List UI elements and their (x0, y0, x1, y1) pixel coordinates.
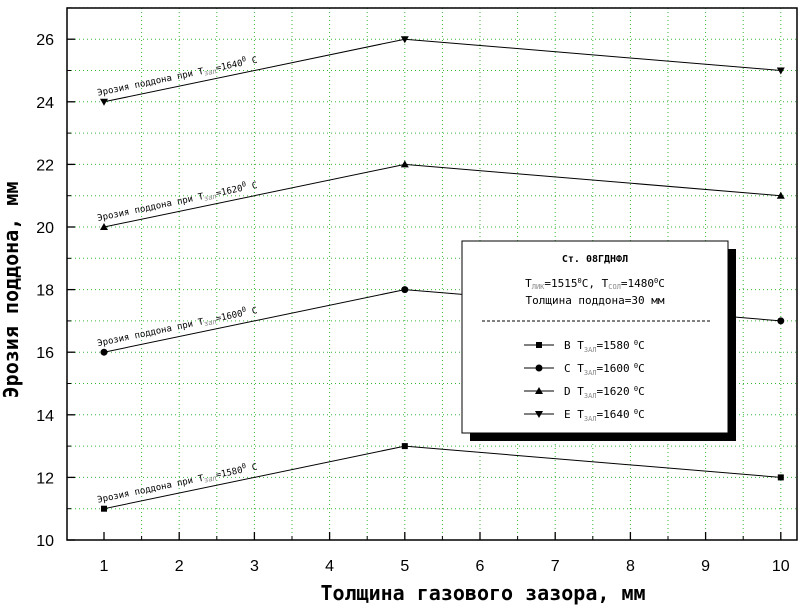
legend-label-C: C TЗАЛ=1600 0C (564, 362, 645, 377)
legend-item-C: C TЗАЛ=1600 0C (524, 362, 645, 377)
x-tick-label: 10 (772, 558, 790, 575)
y-tick-label: 22 (36, 157, 54, 174)
x-tick-label: 2 (175, 558, 184, 575)
y-tick-label: 24 (36, 95, 54, 112)
series-D (100, 160, 785, 230)
y-tick-label: 26 (36, 32, 54, 49)
legend-label-D: D TЗАЛ=1620 0C (564, 385, 645, 400)
x-tick-label: 1 (100, 558, 109, 575)
series-label-C: Эрозия поддона при Tзал=16000 C (96, 303, 259, 350)
y-tick-label: 16 (36, 345, 54, 362)
legend-item-E: E TЗАЛ=1640 0C (524, 408, 645, 423)
plot-frame (66, 7, 798, 541)
x-tick-label: 6 (476, 558, 485, 575)
x-tick-label: 5 (400, 558, 409, 575)
x-axis-title: Толщина газового зазора, мм (320, 581, 645, 605)
y-tick-label: 10 (36, 533, 54, 550)
legend-label-E: E TЗАЛ=1640 0C (564, 408, 645, 423)
x-tick-label: 9 (701, 558, 710, 575)
x-tick-label: 7 (551, 558, 560, 575)
y-axis-title: Эрозия поддона, мм (0, 182, 23, 399)
data-point-B (101, 505, 107, 512)
x-tick-label: 4 (325, 558, 334, 575)
series-label-B: Эрозия поддона при Tзал=15800 C (96, 460, 259, 507)
legend-box (461, 240, 729, 434)
data-point-B (401, 443, 408, 450)
y-tick-label: 12 (36, 470, 54, 487)
legend: Ст. 08ГДНФЛ TЛИК=15150C, TСОЛ=14800C Толщи… (461, 240, 736, 441)
data-point-D (776, 191, 785, 199)
series-E (100, 36, 785, 106)
data-point-D (400, 160, 409, 168)
data-point-C (100, 348, 108, 356)
y-tick-label: 18 (36, 283, 54, 300)
series-B (101, 443, 784, 512)
legend-swatch-marker (536, 342, 542, 348)
legend-swatch-marker (535, 411, 543, 418)
x-tick-label: 3 (250, 558, 259, 575)
legend-title: Ст. 08ГДНФЛ (562, 254, 628, 265)
data-point-B (777, 474, 784, 481)
data-point-E (400, 36, 409, 44)
legend-line-2: Толщина поддона=30 мм (525, 294, 664, 307)
data-point-D (100, 223, 108, 230)
data-point-E (100, 98, 108, 106)
series-label-E: Эрозия поддона при Tзал=16400 C (96, 53, 259, 100)
series-label-D: Эрозия поддона при Tзал=16200 C (96, 178, 259, 225)
legend-label-B: B TЗАЛ=1580 0C (564, 339, 645, 354)
legend-swatch-marker (535, 364, 543, 372)
legend-line-1: TЛИК=15150C, TСОЛ=14800C (525, 277, 665, 291)
legend-swatch-marker (535, 387, 543, 394)
series-labels: Эрозия поддона при Tзал=15800 C Эрозия по… (96, 53, 259, 507)
y-tick-label: 20 (36, 220, 54, 237)
data-point-E (776, 67, 785, 75)
data-point-C (401, 286, 409, 294)
x-tick-label: 8 (626, 558, 635, 575)
y-tick-label: 14 (36, 408, 54, 425)
legend-item-D: D TЗАЛ=1620 0C (524, 385, 645, 400)
data-point-C (777, 317, 785, 325)
legend-item-B: B TЗАЛ=1580 0C (524, 339, 645, 354)
